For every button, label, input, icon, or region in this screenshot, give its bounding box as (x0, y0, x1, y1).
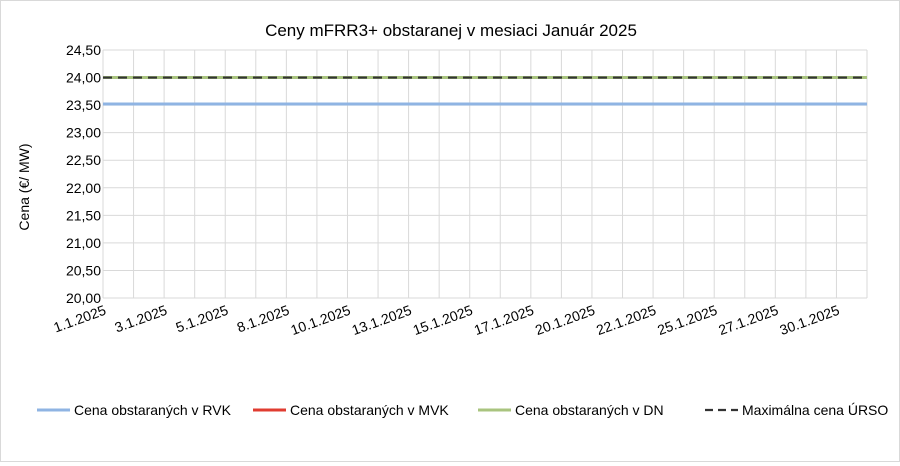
series-lines (103, 76, 867, 106)
chart-title: Ceny mFRR3+ obstaranej v mesiaci Január … (265, 21, 637, 40)
y-tick-label: 21,50 (66, 207, 101, 223)
y-tick-label: 20,50 (66, 262, 101, 278)
x-tick-label: 1.1.2025 (51, 302, 108, 336)
legend-label: Cena obstaraných v RVK (74, 402, 232, 418)
y-tick-label: 22,00 (66, 180, 101, 196)
y-tick-label: 22,50 (66, 152, 101, 168)
x-tick-label: 8.1.2025 (235, 302, 292, 336)
x-tick-label: 17.1.2025 (472, 302, 536, 338)
x-tick-label: 30.1.2025 (777, 302, 841, 338)
x-tick-label: 20.1.2025 (533, 302, 597, 338)
legend-label: Maximálna cena ÚRSO (742, 402, 888, 418)
x-tick-label: 5.1.2025 (174, 302, 231, 336)
y-tick-label: 24,50 (66, 42, 101, 58)
y-tick-label: 23,50 (66, 97, 101, 113)
y-tick-label: 21,00 (66, 235, 101, 251)
x-tick-label: 27.1.2025 (716, 302, 780, 338)
legend-label: Cena obstaraných v DN (515, 402, 664, 418)
y-tick-labels: 20,00 20,50 21,00 21,50 22,00 22,50 23,00 23,50… (66, 42, 101, 306)
x-tick-label: 13.1.2025 (350, 302, 414, 338)
x-tick-label: 10.1.2025 (288, 302, 352, 338)
x-tick-label: 25.1.2025 (655, 302, 719, 338)
y-tick-label: 20,00 (66, 290, 101, 306)
y-axis-label: Cena (€/ MW) (16, 143, 32, 230)
legend: Cena obstaraných v RVK Cena obstaraných v… (37, 402, 888, 418)
y-tick-label: 24,00 (66, 70, 101, 86)
grid-lines (102, 49, 868, 299)
legend-label: Cena obstaraných v MVK (290, 402, 449, 418)
x-tick-label: 22.1.2025 (594, 302, 658, 338)
y-tick-label: 23,00 (66, 125, 101, 141)
x-tick-labels: 1.1.2025 3.1.2025 5.1.2025 8.1.202510.1.202… (51, 302, 841, 338)
x-tick-label: 15.1.2025 (411, 302, 475, 338)
x-tick-label: 3.1.2025 (112, 302, 169, 336)
